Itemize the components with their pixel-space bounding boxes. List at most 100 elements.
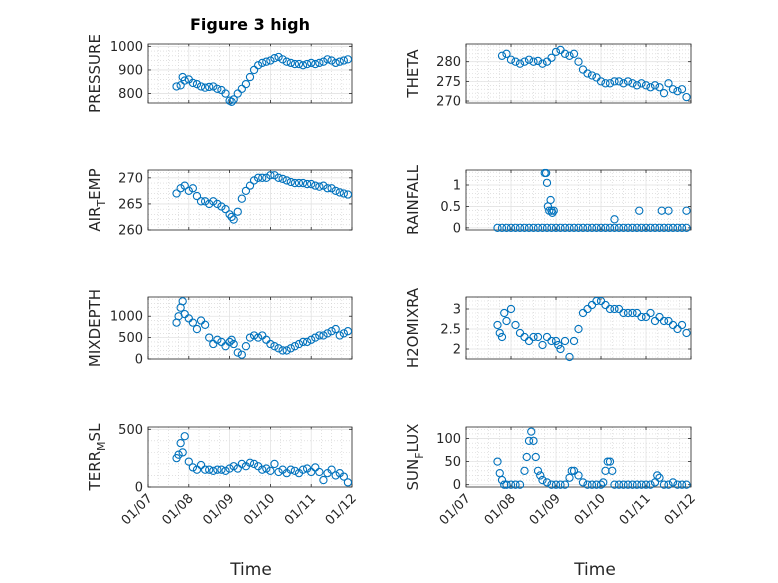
panel-7-data-point <box>184 457 193 466</box>
panel-2-data-point <box>560 49 570 58</box>
panel-8-xtick-label: 01/12 <box>662 491 699 528</box>
panel-4-data-point <box>632 223 642 233</box>
panel-3-data-point <box>258 173 267 182</box>
panel-3-data-point <box>343 190 353 199</box>
panel-4-data-point <box>610 223 619 233</box>
panel-4-data-point <box>497 223 507 233</box>
panel-8-data-point <box>628 480 637 489</box>
panel-5-data-point <box>188 318 198 327</box>
panel-8-data-point <box>511 480 520 489</box>
panel-3-data-point <box>184 186 193 196</box>
panel-4-data-point <box>596 223 606 233</box>
panel-2-data-point <box>682 92 691 102</box>
panel-4-data-point <box>587 223 597 233</box>
panel-7-data-point <box>221 466 230 475</box>
panel-7-data-point <box>213 465 222 474</box>
panel-3-data-point <box>237 194 246 203</box>
panel-4-data-point <box>533 223 543 233</box>
panel-7-ylabel: TERRMSL <box>86 423 108 492</box>
panel-5-data-point <box>233 348 242 357</box>
panel-8-data-point <box>567 466 576 475</box>
panel-4-data-point <box>560 223 570 233</box>
panel-3-data-point <box>294 178 304 188</box>
panel-2-data-point <box>524 55 534 64</box>
panel-1-ytick-label: 1000 <box>110 40 143 55</box>
panel-1-data-point <box>266 56 275 65</box>
panel-4-data-point <box>655 223 664 233</box>
panel-7-data-point <box>327 465 336 474</box>
panel-8-data-point <box>529 436 538 445</box>
panel-4-data-point <box>664 206 673 215</box>
panel-2-data-point <box>502 49 511 58</box>
panel-5-data-point <box>192 324 202 334</box>
panel-7-xtick-label: 01/11 <box>282 491 319 528</box>
panel-7-data-point <box>180 432 189 441</box>
panel-4-data-point <box>583 223 592 233</box>
panel-5-data-point <box>323 329 332 338</box>
panel-3-data-point <box>213 199 222 209</box>
panel-4-ylabel: RAINFALL <box>404 164 422 235</box>
panel-5-data-point <box>274 344 283 353</box>
panel-1-data-point <box>249 65 259 75</box>
panel-3-data-point <box>327 184 336 193</box>
panel-7-xtick-label: 01/12 <box>323 491 360 528</box>
panel-2-data-point <box>623 77 633 86</box>
panel-3-axes-box <box>147 169 353 231</box>
panel-7-data-point <box>233 464 242 473</box>
panel-4-axes-box <box>465 169 692 231</box>
panel-5-data-point <box>282 346 291 355</box>
panel-3-data-point <box>302 179 312 189</box>
panel-2-data-point <box>520 57 529 66</box>
panel-4-data-point <box>619 223 628 233</box>
panel-3-data-point <box>311 181 320 190</box>
panel-2-data-point <box>646 83 655 92</box>
panel-6-data-point <box>659 316 669 326</box>
panel-7-axes-box <box>147 426 353 488</box>
panel-8-data-point <box>533 466 543 475</box>
panel-6-data-point <box>677 320 687 330</box>
panel-8-data-point <box>520 466 529 475</box>
panel-7-xtick-label: 01/10 <box>241 491 278 528</box>
panel-5-data-point <box>227 335 236 344</box>
panel-4-data-point <box>551 223 561 233</box>
panel-2-data-point <box>506 55 516 64</box>
panel-4-data-point <box>542 178 552 188</box>
panel-3-ytick-label: 265 <box>118 197 143 212</box>
panel-5-data-point <box>302 337 312 347</box>
panel-1-data-point <box>176 81 185 90</box>
panel-3-data-point <box>278 174 287 184</box>
panel-7-data-point <box>286 465 295 474</box>
panel-7-data-point <box>176 439 185 448</box>
panel-4-data-point <box>610 215 619 224</box>
panel-1-data-point <box>233 89 242 98</box>
panel-3-data-point <box>233 207 242 216</box>
panel-8-data-point <box>506 480 516 489</box>
panel-7-data-point <box>290 466 300 475</box>
panel-2-data-point <box>677 85 687 94</box>
panel-2-data-point <box>569 49 579 58</box>
panel-1-data-point <box>241 79 251 89</box>
panel-2-data-point <box>601 79 610 88</box>
panel-8-data-point <box>524 436 534 445</box>
panel-7-data-point <box>200 465 210 474</box>
panel-5-data-point <box>331 324 340 334</box>
panel-1-data-point <box>262 57 271 66</box>
panel-4-data-point <box>677 223 687 233</box>
panel-2-data-point <box>547 53 556 62</box>
panel-5-data-point <box>319 331 328 340</box>
panel-7-data-point <box>245 458 255 467</box>
panel-5-ytick-label: 0 <box>135 353 143 368</box>
panel-5-data-point <box>335 331 344 340</box>
panel-4-data-point <box>524 223 534 233</box>
panel-7-data-point <box>298 465 308 474</box>
panel-6-data-point <box>495 328 504 338</box>
panel-8-data-point <box>603 457 612 466</box>
panel-4-data-point <box>592 223 601 233</box>
panel-3-data-point <box>229 215 238 224</box>
x-axis-label-right: Time <box>573 560 616 580</box>
panel-1-data-point <box>237 84 246 93</box>
panel-2-data-point <box>574 57 583 66</box>
panel-8-data-point <box>583 480 592 489</box>
panel-4-data-point <box>506 223 516 233</box>
